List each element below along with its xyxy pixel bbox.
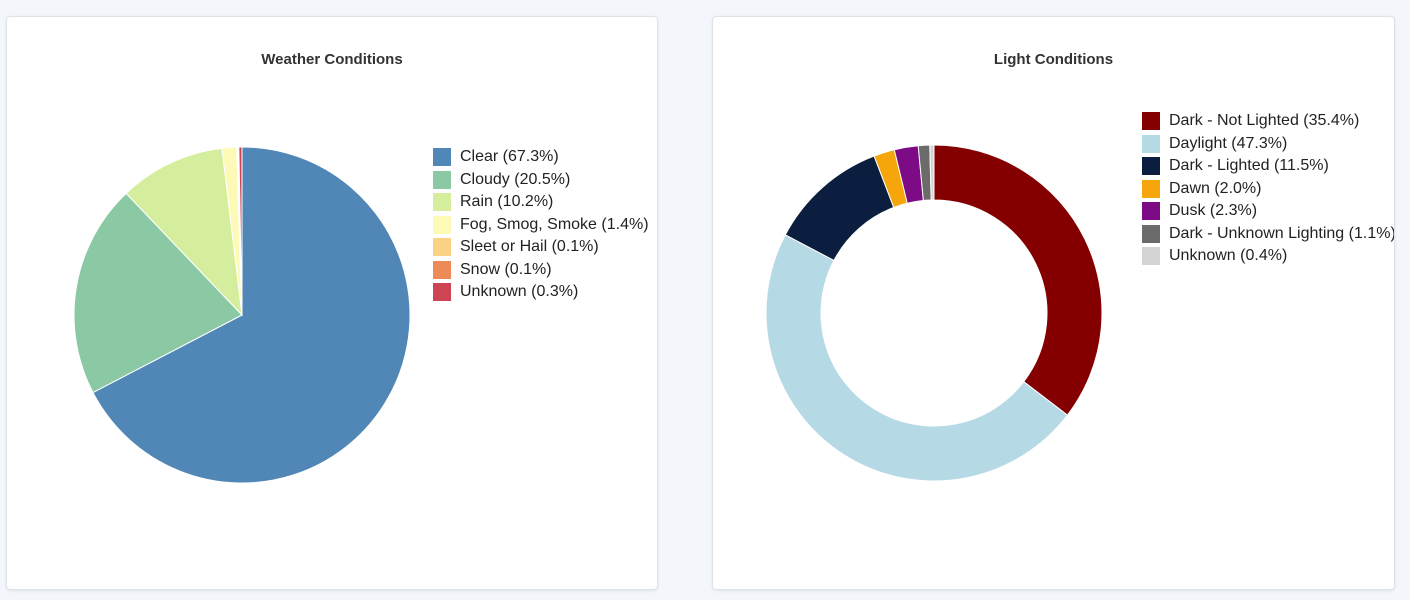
slice-rain[interactable] [125, 147, 243, 317]
legend-label: Dark - Lighted (11.5%) [1169, 157, 1329, 175]
legend-item-dark-unknown-lighting[interactable]: Dark - Unknown Lighting (1.1%) [1142, 223, 1395, 246]
legend-item-clear[interactable]: Clear (67.3%) [433, 146, 649, 169]
slice-unknown[interactable] [238, 146, 243, 316]
light-chart-title: Light Conditions [993, 51, 1114, 68]
light-legend: Dark - Not Lighted (35.4%) Daylight (47.3… [1142, 110, 1395, 268]
legend-swatch [1142, 157, 1160, 176]
legend-swatch [433, 148, 451, 167]
legend-item-dusk[interactable]: Dusk (2.3%) [1142, 200, 1394, 223]
legend-label: Fog, Smog, Smoke (1.4%) [460, 215, 649, 233]
legend-label: Clear (67.3%) [460, 148, 559, 166]
legend-label: Daylight (47.3%) [1169, 134, 1288, 152]
legend-item-sleet-or-hail[interactable]: Sleet or Hail (0.1%) [433, 236, 649, 259]
slice-clear[interactable] [92, 146, 411, 484]
legend-swatch [1142, 224, 1160, 243]
legend-label: Dawn (2.0%) [1169, 179, 1262, 197]
slice-daylight[interactable] [765, 234, 1069, 482]
legend-label: Dark - Not Lighted (35.4%) [1169, 112, 1360, 130]
legend-swatch [433, 215, 451, 234]
legend-swatch [1142, 134, 1160, 153]
legend-item-fog-smog-smoke[interactable]: Fog, Smog, Smoke (1.4%) [433, 214, 649, 237]
slice-unknown[interactable] [929, 144, 935, 201]
legend-label: Dusk (2.3%) [1169, 202, 1258, 220]
legend-item-dark-not-lighted[interactable]: Dark - Not Lighted (35.4%) [1142, 110, 1394, 133]
legend-swatch [433, 238, 451, 257]
light-conditions-card: Light Conditions Dark - Not Lighted (35.… [712, 16, 1395, 590]
weather-conditions-card: Weather Conditions Clear (67.3%) Cloudy (… [6, 16, 658, 590]
legend-swatch [433, 193, 451, 212]
legend-item-snow[interactable]: Snow (0.1%) [433, 259, 649, 282]
legend-item-dark-lighted[interactable]: Dark - Lighted (11.5%) [1142, 155, 1394, 178]
slice-dark-not-lighted[interactable] [933, 144, 1103, 416]
legend-label: Unknown (0.4%) [1169, 247, 1288, 265]
legend-label: Snow (0.1%) [460, 260, 552, 278]
legend-label: Unknown (0.3%) [460, 283, 579, 301]
legend-label: Rain (10.2%) [460, 193, 554, 211]
legend-item-cloudy[interactable]: Cloudy (20.5%) [433, 169, 649, 192]
legend-item-dawn[interactable]: Dawn (2.0%) [1142, 178, 1394, 201]
weather-chart-title: Weather Conditions [261, 51, 403, 68]
legend-item-unknown[interactable]: Unknown (0.3%) [433, 281, 649, 304]
light-donut-chart [765, 144, 1103, 482]
legend-swatch [433, 170, 451, 189]
weather-legend: Clear (67.3%) Cloudy (20.5%) Rain (10.2%) F… [433, 146, 649, 304]
legend-swatch [1142, 112, 1160, 131]
legend-label: Dark - Unknown Lighting (1.1%) [1169, 224, 1395, 242]
weather-pie-chart [73, 146, 411, 484]
legend-swatch [433, 260, 451, 279]
slice-cloudy[interactable] [73, 192, 243, 394]
legend-label: Cloudy (20.5%) [460, 170, 571, 188]
legend-item-daylight[interactable]: Daylight (47.3%) [1142, 133, 1394, 156]
legend-swatch [1142, 247, 1160, 266]
legend-item-unknown[interactable]: Unknown (0.4%) [1142, 245, 1394, 268]
legend-swatch [433, 283, 451, 302]
legend-swatch [1142, 179, 1160, 198]
legend-swatch [1142, 202, 1160, 221]
legend-item-rain[interactable]: Rain (10.2%) [433, 191, 649, 214]
legend-label: Sleet or Hail (0.1%) [460, 238, 599, 256]
